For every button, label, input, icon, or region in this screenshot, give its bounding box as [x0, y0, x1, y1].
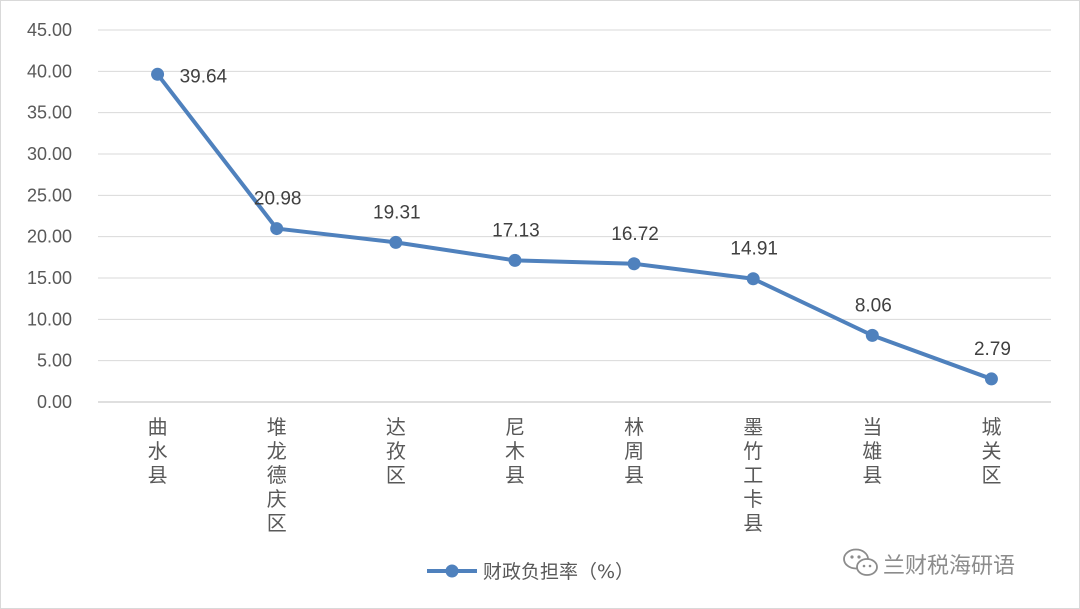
y-tick-label: 45.00 [27, 20, 72, 40]
x-axis-categories: 曲水县 堆龙德庆区 达孜区 尼木县 林周县 墨竹工卡县 当雄县 城关区 [148, 415, 1002, 535]
data-label: 20.98 [254, 189, 302, 210]
x-tick-label: 墨竹工卡县 [743, 415, 763, 535]
x-tick-label: 林周县 [624, 415, 644, 487]
data-point [627, 257, 641, 271]
data-point [151, 67, 165, 81]
data-label: 17.13 [492, 220, 540, 241]
data-point [270, 222, 284, 236]
x-tick-label: 尼木县 [505, 415, 525, 487]
x-tick-label: 曲水县 [148, 415, 168, 487]
x-tick-label: 堆龙德庆区 [267, 415, 287, 535]
wechat-icon [843, 548, 878, 576]
data-labels: 39.64 20.98 19.31 17.13 16.72 14.91 8.06 2.79 [180, 66, 1011, 360]
watermark-text: 兰财税海研语 [883, 554, 1015, 579]
data-point [746, 272, 760, 286]
series-line [155, 72, 994, 381]
gridlines [98, 29, 1051, 403]
x-tick-label: 达孜区 [386, 415, 406, 487]
y-tick-label: 5.00 [37, 351, 72, 371]
data-point [984, 372, 998, 386]
data-label: 2.79 [974, 339, 1011, 360]
y-tick-label: 25.00 [27, 185, 72, 205]
data-label: 14.91 [730, 239, 778, 260]
y-tick-label: 15.00 [27, 268, 72, 288]
watermark: 兰财税海研语 [843, 548, 1015, 579]
data-label: 8.06 [855, 295, 892, 316]
y-tick-label: 40.00 [27, 61, 72, 81]
y-tick-label: 35.00 [27, 103, 72, 123]
legend-marker-swatch [445, 564, 459, 578]
data-label: 19.31 [373, 202, 421, 223]
data-label: 39.64 [180, 66, 228, 87]
legend-label: 财政负担率（%） [483, 561, 634, 583]
data-point [508, 253, 522, 267]
x-tick-label: 城关区 [981, 415, 1001, 487]
y-tick-label: 0.00 [37, 392, 72, 412]
data-point [389, 235, 403, 249]
series-layer [151, 67, 998, 386]
x-tick-label: 当雄县 [862, 415, 882, 487]
y-axis-ticks: 0.00 5.00 10.00 15.00 20.00 25.00 30.00 35.00 40… [27, 20, 72, 412]
data-point [865, 328, 879, 342]
y-tick-label: 10.00 [27, 309, 72, 329]
y-tick-label: 20.00 [27, 227, 72, 247]
y-tick-label: 30.00 [27, 144, 72, 164]
data-label: 16.72 [611, 224, 659, 245]
legend: 财政负担率（%） [427, 561, 634, 583]
